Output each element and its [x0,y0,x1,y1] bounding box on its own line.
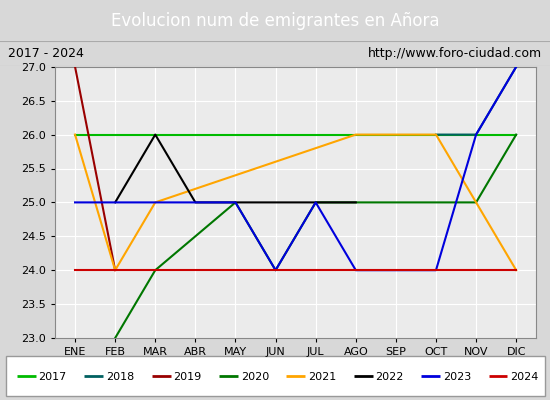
Text: 2022: 2022 [376,372,404,382]
Text: 2021: 2021 [308,372,336,382]
Text: 2023: 2023 [443,372,471,382]
Text: 2019: 2019 [173,372,201,382]
Text: Evolucion num de emigrantes en Añora: Evolucion num de emigrantes en Añora [111,12,439,30]
Text: 2024: 2024 [510,372,538,382]
Text: 2018: 2018 [106,372,134,382]
Text: 2020: 2020 [241,372,269,382]
Text: http://www.foro-ciudad.com: http://www.foro-ciudad.com [367,47,542,60]
Text: 2017: 2017 [39,372,67,382]
FancyBboxPatch shape [6,356,544,396]
Text: 2017 - 2024: 2017 - 2024 [8,47,84,60]
